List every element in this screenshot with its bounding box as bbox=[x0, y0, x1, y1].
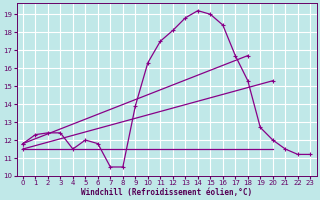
X-axis label: Windchill (Refroidissement éolien,°C): Windchill (Refroidissement éolien,°C) bbox=[81, 188, 252, 197]
